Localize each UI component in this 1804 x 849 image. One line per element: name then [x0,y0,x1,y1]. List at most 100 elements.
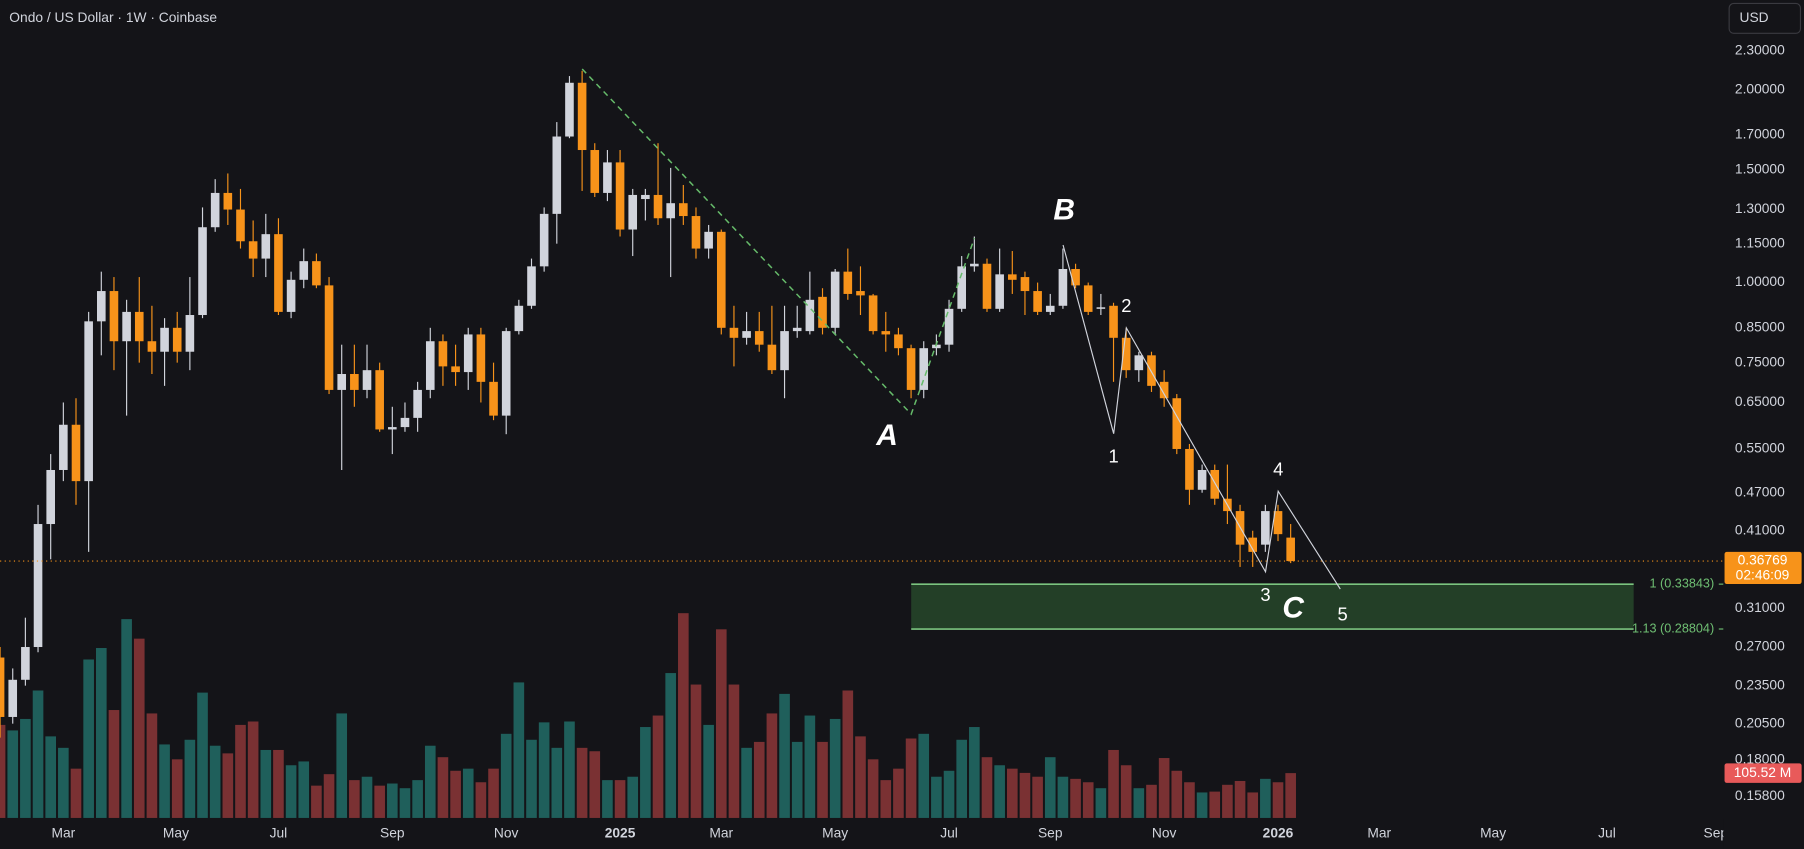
volume-bar [45,736,57,818]
candle-body [1197,469,1207,490]
volume-bar [867,759,879,818]
candle-body [59,424,68,470]
candle-body [805,299,815,332]
candle-body [868,295,878,332]
x-tick-label: Sep [380,826,405,841]
x-tick-label: Nov [494,826,519,841]
volume-bar [703,724,714,818]
candle-body [0,657,5,717]
candle-body [527,266,536,306]
candle-body [210,192,220,228]
fib-layer: 1 (0.33843) 1.13 (0.28804) [911,576,1724,635]
volume-bar [273,749,284,818]
wave-a-line [581,68,976,416]
volume-bar [500,733,512,818]
y-tick-label: 2.30000 [1735,42,1785,57]
volume-bar [349,780,360,818]
candle-body [8,679,18,717]
volume-bar [804,715,816,818]
candle-body [1109,305,1118,338]
candle-body [362,370,372,390]
y-tick-label: 0.47000 [1735,484,1785,499]
candle-body [413,389,422,418]
volume-bar [260,749,272,818]
candle-body [337,374,347,390]
candle-body [1159,381,1169,399]
y-tick-label: 0.41000 [1735,522,1785,537]
candle-body [198,227,207,316]
candle-body [71,424,81,482]
candle-body [856,291,865,296]
candle-body [400,417,410,428]
volume-bar [741,747,752,818]
volume-bar [222,753,234,818]
candle-body [425,341,435,390]
candle-body [160,327,169,352]
volume-bar [159,744,170,818]
volume-bar [184,739,196,818]
x-tick-label: Jul [270,826,288,841]
x-tick-label: Sep [1704,826,1729,841]
y-tick-label: 1.00000 [1735,274,1785,289]
wave-label: 5 [1337,603,1347,624]
volume-bar [1057,776,1069,818]
y-tick-label: 0.75000 [1735,354,1785,369]
volume-bar [1171,770,1183,818]
countdown-label: 02:46:09 [1736,568,1790,583]
volume-bar [589,751,601,818]
x-tick-label: Nov [1152,826,1177,841]
y-tick-label: 0.23500 [1735,677,1785,692]
volume-bar [1006,768,1018,818]
volume-bar [779,693,790,818]
y-tick-label: 0.31000 [1735,600,1785,615]
candle-body [1058,268,1068,306]
y-tick-label: 1.70000 [1735,127,1785,142]
candle-body [679,203,688,217]
volume-bar [437,757,449,818]
y-tick-label: 0.65000 [1735,394,1785,409]
y-tick-label: 1.50000 [1735,161,1785,176]
candle-body [122,311,131,342]
volume-bar [602,780,613,818]
candle-body [1248,537,1258,552]
volume-bar [526,739,537,818]
price-axis-cover [1723,819,1804,849]
x-tick-label: May [163,826,189,841]
candle-body [185,315,195,352]
candle-body [603,162,612,193]
candle-body [97,291,106,322]
x-tick-label: Sep [1038,826,1063,841]
volume-bar [323,774,335,818]
volume-bar [197,692,208,818]
volume-bar [387,783,398,818]
volume-bar [311,785,322,818]
volume-bar [931,776,942,818]
candle-body [350,374,359,390]
volume-bar [640,727,651,818]
candle-body [754,331,764,345]
fib-label: 1 (0.33843) [1650,576,1715,590]
wave-label: 1 [1109,446,1119,467]
candle-body [565,82,574,137]
volume-bar [1146,784,1157,818]
axis-layer: USD 2.30000 2.00000 1.70000 1.50000 1.30000 1… [1723,0,1804,849]
volume-bar [829,718,841,818]
volume-bar [678,613,689,818]
volume-bar [108,710,120,818]
volume-bar [1196,792,1208,818]
candle-body [729,327,739,338]
volume-bar [564,721,575,818]
volume-bar [488,768,499,818]
volume-bar [994,765,1005,818]
volume-tag [1724,763,1802,783]
candle-body [312,261,321,286]
y-tick-label: 1.30000 [1735,201,1785,216]
volume-bar [1285,773,1296,818]
candle-body [375,370,384,430]
currency-button[interactable] [1728,2,1802,34]
volume-bar [209,745,221,818]
volume-bar [893,768,904,818]
candle-body [109,291,119,342]
volume-bar [1158,758,1170,818]
candle-body [843,271,853,294]
